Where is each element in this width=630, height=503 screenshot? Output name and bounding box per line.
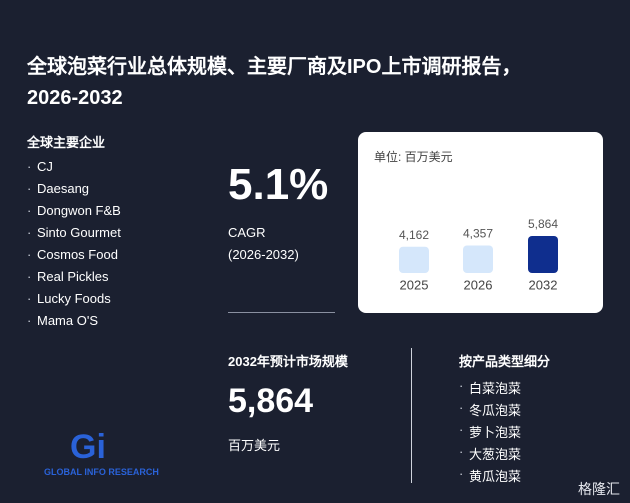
market-value: 5,864 <box>228 382 314 420</box>
list-item: Mama O'S <box>37 313 98 328</box>
chart-card: 单位: 百万美元 4,162 2025 4,357 2026 5,864 2032 <box>358 132 603 313</box>
bullet: · <box>27 291 32 306</box>
bullet: · <box>27 159 32 174</box>
bullet: · <box>27 247 32 262</box>
list-item: 萝卜泡菜 <box>469 425 522 440</box>
list-item: Real Pickles <box>37 269 109 284</box>
bullet: · <box>27 269 32 284</box>
list-item: CJ <box>37 159 53 174</box>
list-item: 白菜泡菜 <box>469 381 522 396</box>
list-item: 大葱泡菜 <box>469 447 522 462</box>
logo-icon: Gi <box>70 428 106 466</box>
vertical-divider <box>411 348 412 483</box>
cagr-label: CAGR <box>228 225 266 240</box>
market-heading: 2032年预计市场规模 <box>228 354 348 369</box>
bullet: · <box>459 466 464 481</box>
bullet: · <box>27 313 32 328</box>
list-item: 冬瓜泡菜 <box>469 403 522 418</box>
bar <box>399 246 429 273</box>
title: 全球泡菜行业总体规模、主要厂商及IPO上市调研报告，2026-2032 <box>27 56 522 109</box>
list-item: Cosmos Food <box>37 247 118 262</box>
bullet: · <box>459 378 464 393</box>
divider <box>228 312 335 313</box>
list-item: Dongwon F&B <box>37 203 121 218</box>
logo-text: GLOBAL INFO RESEARCH <box>44 467 159 477</box>
x-tick-label: 2032 <box>529 277 558 292</box>
value-label: 5,864 <box>528 217 558 231</box>
chart-unit: 单位: 百万美元 <box>374 149 453 164</box>
value-label: 4,162 <box>399 228 429 242</box>
bar <box>528 236 558 273</box>
bullet: · <box>27 225 32 240</box>
bullet: · <box>27 181 32 196</box>
bullet: · <box>459 400 464 415</box>
companies-heading: 全球主要企业 <box>27 135 106 150</box>
watermark: 格隆汇 <box>578 481 620 497</box>
list-item: Sinto Gourmet <box>37 225 121 240</box>
list-item: Lucky Foods <box>37 291 111 306</box>
segments-heading: 按产品类型细分 <box>459 354 551 369</box>
cagr-period: (2026-2032) <box>228 247 299 262</box>
list-item: 黄瓜泡菜 <box>469 469 522 484</box>
bullet: · <box>459 444 464 459</box>
list-item: Daesang <box>37 181 90 196</box>
x-tick-label: 2025 <box>400 277 429 292</box>
market-unit: 百万美元 <box>228 438 281 453</box>
value-label: 4,357 <box>463 227 493 241</box>
cagr-value: 5.1% <box>228 160 329 209</box>
x-tick-label: 2026 <box>464 277 493 292</box>
bullet: · <box>27 203 32 218</box>
bar <box>463 245 493 273</box>
bullet: · <box>459 422 464 437</box>
